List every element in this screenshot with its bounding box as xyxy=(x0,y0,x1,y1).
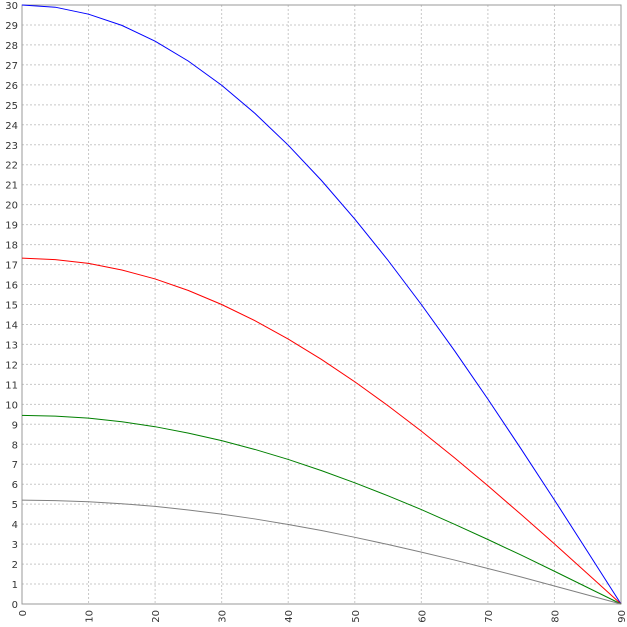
y-tick-label: 20 xyxy=(5,201,18,212)
x-tick-label: 20 xyxy=(151,610,162,623)
x-tick-label: 90 xyxy=(617,610,627,623)
y-tick-label: 4 xyxy=(12,520,18,531)
y-tick-label: 0 xyxy=(12,600,18,611)
y-tick-label: 23 xyxy=(5,141,18,152)
series-line xyxy=(21,257,622,605)
series-line xyxy=(21,499,622,605)
x-tick-label: 10 xyxy=(85,610,96,623)
y-tick-label: 26 xyxy=(5,81,18,92)
y-tick-label: 9 xyxy=(12,420,18,431)
x-tick-label: 70 xyxy=(484,610,495,623)
y-tick-label: 12 xyxy=(5,360,18,371)
y-tick-label: 25 xyxy=(5,101,18,112)
y-tick-label: 5 xyxy=(12,500,18,511)
x-tick-label: 50 xyxy=(351,610,362,623)
y-tick-label: 28 xyxy=(5,41,18,52)
y-tick-label: 3 xyxy=(12,540,18,551)
x-tick-label: 30 xyxy=(218,610,229,623)
y-tick-label: 15 xyxy=(5,301,18,312)
y-tick-label: 27 xyxy=(5,61,18,72)
y-tick-label: 1 xyxy=(12,580,18,591)
y-tick-label: 21 xyxy=(5,181,18,192)
y-tick-label: 24 xyxy=(5,121,18,132)
y-tick-label: 19 xyxy=(5,221,18,232)
y-tick-label: 17 xyxy=(5,261,18,272)
y-tick-label: 29 xyxy=(5,21,18,32)
y-tick-label: 13 xyxy=(5,340,18,351)
y-tick-label: 2 xyxy=(12,560,18,571)
x-tick-label: 80 xyxy=(550,610,561,623)
series-line xyxy=(21,4,622,605)
y-tick-label: 16 xyxy=(5,281,18,292)
y-tick-label: 8 xyxy=(12,440,18,451)
y-tick-label: 7 xyxy=(12,460,18,471)
y-tick-label: 14 xyxy=(5,320,18,331)
series-line xyxy=(21,414,622,605)
x-tick-label: 0 xyxy=(18,610,29,616)
y-tick-label: 22 xyxy=(5,161,18,172)
plot-frame xyxy=(21,4,622,605)
y-tick-label: 18 xyxy=(5,241,18,252)
y-tick-label: 6 xyxy=(12,480,18,491)
x-tick-label: 60 xyxy=(417,610,428,623)
x-tick-label: 40 xyxy=(284,610,295,623)
y-tick-label: 10 xyxy=(5,400,18,411)
y-tick-label: 11 xyxy=(5,380,18,391)
y-tick-label: 30 xyxy=(5,1,18,12)
